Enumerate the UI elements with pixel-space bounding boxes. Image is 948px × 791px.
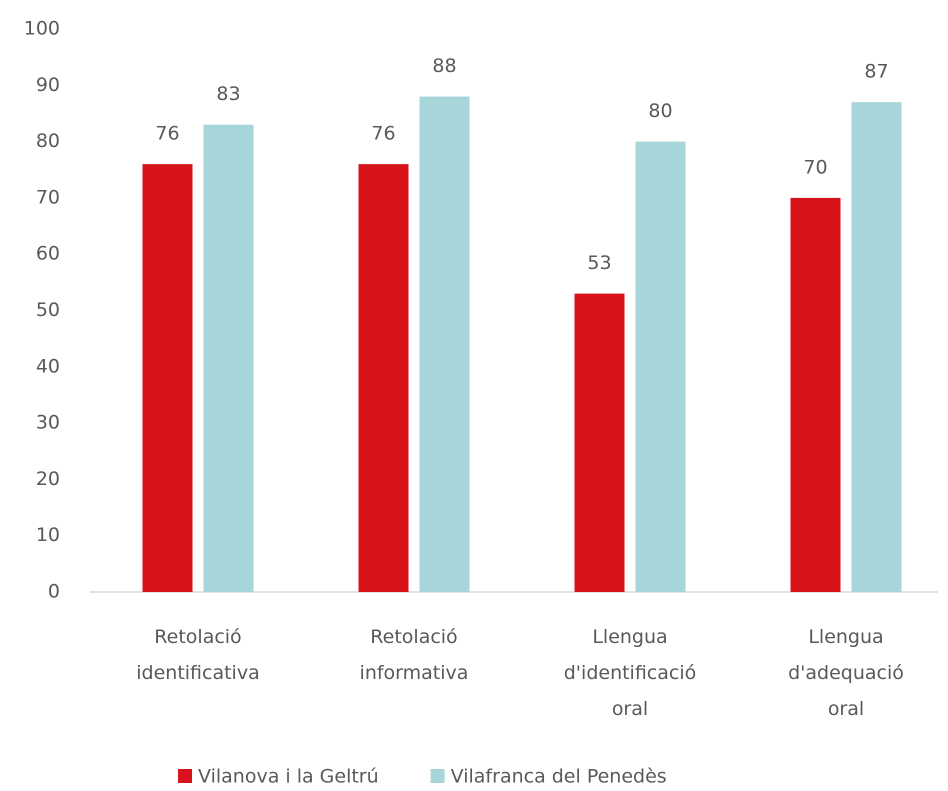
bar <box>635 141 686 592</box>
x-tick-line: Llengua <box>808 626 883 648</box>
x-tick-label: Llengua d'adequació oral <box>788 626 904 720</box>
bar <box>142 164 193 592</box>
y-tick-label: 100 <box>24 18 60 40</box>
y-tick-label: 90 <box>36 74 60 96</box>
x-tick-label: Retolació informativa <box>360 626 469 684</box>
data-label: 76 <box>155 123 179 145</box>
y-tick-label: 0 <box>48 581 60 603</box>
x-tick-line: identificativa <box>136 662 259 684</box>
y-tick-label: 50 <box>36 299 60 321</box>
y-tick-label: 80 <box>36 130 60 152</box>
y-tick-label: 40 <box>36 355 60 377</box>
bar <box>574 293 625 592</box>
legend-swatch <box>430 769 445 783</box>
legend-swatch <box>178 769 192 783</box>
data-label: 70 <box>803 156 827 178</box>
data-label: 53 <box>587 252 611 274</box>
y-tick-label: 10 <box>36 524 60 546</box>
bar <box>851 102 902 592</box>
x-tick-line: Llengua <box>592 626 667 648</box>
legend-label: Vilanova i la Geltrú <box>198 766 379 788</box>
y-tick-label: 30 <box>36 412 60 434</box>
bar <box>790 197 841 592</box>
x-tick-label: Llengua d'identificació oral <box>564 626 697 720</box>
x-tick-line: oral <box>828 698 864 720</box>
x-tick-line: oral <box>612 698 648 720</box>
data-label: 80 <box>648 100 672 122</box>
x-tick-line: Retolació <box>154 626 241 648</box>
data-label: 83 <box>216 83 240 105</box>
x-tick-label: Retolació identificativa <box>136 626 259 684</box>
y-tick-label: 70 <box>36 186 60 208</box>
x-tick-line: d'adequació <box>788 662 904 684</box>
data-label: 88 <box>432 55 456 77</box>
bar <box>203 124 254 593</box>
data-label: 87 <box>864 61 888 83</box>
x-tick-line: Retolació <box>370 626 457 648</box>
y-tick-label: 20 <box>36 468 60 490</box>
legend-label: Vilafranca del Penedès <box>451 766 667 788</box>
bar <box>358 164 409 592</box>
y-tick-label: 60 <box>36 243 60 265</box>
bar <box>419 96 470 592</box>
x-tick-line: informativa <box>360 662 469 684</box>
data-label: 76 <box>371 123 395 145</box>
x-tick-line: d'identificació <box>564 662 697 684</box>
